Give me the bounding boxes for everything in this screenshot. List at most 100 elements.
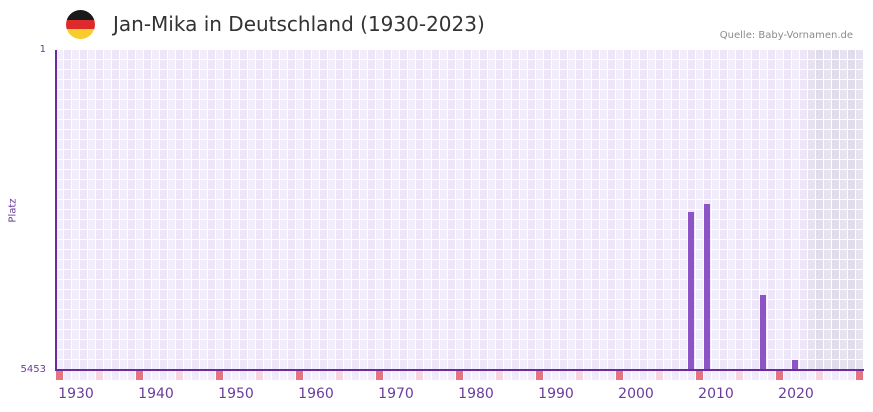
year-marker xyxy=(432,371,439,380)
year-marker xyxy=(440,371,447,380)
year-marker xyxy=(728,371,735,380)
bar-2009 xyxy=(704,204,710,370)
year-marker xyxy=(512,371,519,380)
plot-area xyxy=(56,50,864,370)
y-axis-line xyxy=(55,50,57,371)
year-marker xyxy=(168,371,175,380)
year-marker xyxy=(192,371,199,380)
year-marker xyxy=(224,371,231,380)
year-marker xyxy=(104,371,111,380)
year-marker xyxy=(552,371,559,380)
year-marker xyxy=(144,371,151,380)
year-marker xyxy=(152,371,159,380)
year-marker xyxy=(136,371,143,380)
year-marker xyxy=(280,371,287,380)
year-marker xyxy=(680,371,687,380)
source-credit: Quelle: Baby-Vornamen.de xyxy=(719,30,853,41)
year-marker xyxy=(760,371,767,380)
year-marker xyxy=(352,371,359,380)
year-marker xyxy=(200,371,207,380)
year-marker xyxy=(600,371,607,380)
germany-flag-icon xyxy=(66,10,95,39)
year-marker xyxy=(96,371,103,380)
year-marker xyxy=(368,371,375,380)
x-axis-labels: 1930 1940 1950 1960 1970 1980 1990 2000 2010 2020 xyxy=(0,386,873,406)
year-marker xyxy=(792,371,799,380)
x-tick-label: 1930 xyxy=(58,386,94,402)
year-marker xyxy=(472,371,479,380)
year-marker xyxy=(296,371,303,380)
year-marker xyxy=(816,371,823,380)
year-marker xyxy=(560,371,567,380)
year-marker xyxy=(216,371,223,380)
year-marker xyxy=(480,371,487,380)
year-marker xyxy=(240,371,247,380)
year-marker xyxy=(704,371,711,380)
year-marker xyxy=(128,371,135,380)
year-marker xyxy=(584,371,591,380)
year-marker xyxy=(232,371,239,380)
year-marker xyxy=(416,371,423,380)
year-marker xyxy=(304,371,311,380)
year-marker xyxy=(56,371,63,380)
x-axis-line xyxy=(55,369,864,371)
year-marker xyxy=(544,371,551,380)
x-tick-label: 2020 xyxy=(778,386,814,402)
year-marker xyxy=(536,371,543,380)
year-marker xyxy=(464,371,471,380)
year-marker xyxy=(328,371,335,380)
year-marker xyxy=(120,371,127,380)
year-marker xyxy=(184,371,191,380)
grid-background xyxy=(56,50,863,369)
flag-stripe-red xyxy=(66,19,95,30)
year-marker xyxy=(248,371,255,380)
year-marker xyxy=(424,371,431,380)
year-marker xyxy=(720,371,727,380)
year-marker xyxy=(808,371,815,380)
x-tick-label: 1950 xyxy=(218,386,254,402)
year-marker xyxy=(672,371,679,380)
year-marker xyxy=(568,371,575,380)
year-marker xyxy=(400,371,407,380)
x-tick-label: 2010 xyxy=(698,386,734,402)
year-marker xyxy=(576,371,583,380)
year-marker xyxy=(456,371,463,380)
year-marker xyxy=(832,371,839,380)
year-marker xyxy=(840,371,847,380)
year-marker xyxy=(784,371,791,380)
year-marker xyxy=(376,371,383,380)
year-marker xyxy=(392,371,399,380)
year-marker xyxy=(632,371,639,380)
year-marker xyxy=(528,371,535,380)
year-marker xyxy=(712,371,719,380)
year-marker xyxy=(504,371,511,380)
y-axis-title: Platz xyxy=(7,198,19,223)
year-marker xyxy=(696,371,703,380)
x-tick-label: 2000 xyxy=(618,386,654,402)
year-marker xyxy=(736,371,743,380)
year-marker xyxy=(80,371,87,380)
year-marker xyxy=(608,371,615,380)
year-marker xyxy=(72,371,79,380)
year-marker xyxy=(664,371,671,380)
bar-2016 xyxy=(760,295,766,370)
year-marker xyxy=(656,371,663,380)
year-marker xyxy=(688,371,695,380)
x-tick-label: 1960 xyxy=(298,386,334,402)
year-marker xyxy=(256,371,263,380)
year-marker xyxy=(64,371,71,380)
year-marker xyxy=(744,371,751,380)
flag-stripe-gold xyxy=(66,29,95,39)
year-marker xyxy=(112,371,119,380)
x-tick-label: 1970 xyxy=(378,386,414,402)
year-marker xyxy=(640,371,647,380)
year-marker xyxy=(520,371,527,380)
year-marker xyxy=(800,371,807,380)
year-marker xyxy=(408,371,415,380)
year-marker xyxy=(496,371,503,380)
year-marker xyxy=(312,371,319,380)
year-marker xyxy=(848,371,855,380)
year-marker xyxy=(488,371,495,380)
y-axis-top-label: 1 xyxy=(39,44,46,55)
year-marker xyxy=(176,371,183,380)
